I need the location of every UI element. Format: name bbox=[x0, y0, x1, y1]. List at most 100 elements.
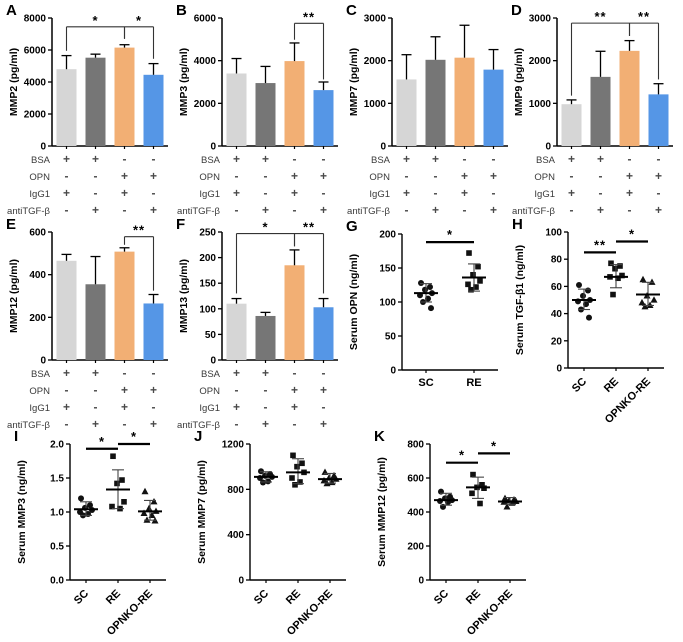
data-point bbox=[615, 275, 621, 282]
bar bbox=[255, 315, 276, 360]
sig-star: * bbox=[262, 220, 268, 235]
y-axis-label: MMP12 (pg/ml) bbox=[8, 259, 20, 333]
y-tick-label: 200 bbox=[29, 313, 46, 324]
data-point bbox=[470, 272, 476, 278]
condition-sign: + bbox=[568, 186, 575, 200]
condition-sign: + bbox=[63, 186, 70, 200]
panel-label-J: J bbox=[194, 428, 203, 445]
condition-sign: - bbox=[152, 366, 156, 380]
data-point bbox=[114, 480, 120, 487]
condition-sign: + bbox=[63, 366, 70, 380]
y-tick-label: 2.0 bbox=[50, 440, 64, 451]
y-axis-label: MMP13 (pg/ml) bbox=[178, 259, 190, 333]
y-tick-label: 2000 bbox=[364, 56, 387, 67]
condition-sign: - bbox=[264, 383, 268, 397]
sig-star: ** bbox=[594, 9, 606, 24]
y-tick-label: 0 bbox=[210, 142, 216, 153]
condition-sign: + bbox=[291, 186, 298, 200]
condition-sign: - bbox=[264, 169, 268, 183]
data-point bbox=[473, 284, 479, 290]
x-tick-label: SC bbox=[432, 588, 451, 607]
condition-sign: - bbox=[463, 152, 467, 166]
x-tick-label: SC bbox=[570, 376, 589, 395]
y-tick-label: 600 bbox=[29, 228, 46, 239]
sig-star: ** bbox=[594, 237, 606, 252]
data-point bbox=[422, 286, 428, 293]
y-tick-label: 2000 bbox=[24, 110, 47, 121]
data-point bbox=[612, 265, 618, 272]
condition-sign: - bbox=[123, 203, 127, 217]
condition-sign: + bbox=[262, 366, 269, 380]
condition-sign: + bbox=[291, 383, 298, 397]
data-point bbox=[150, 498, 158, 505]
bar bbox=[56, 69, 77, 146]
condition-label: IgG1 bbox=[369, 189, 390, 200]
y-tick-label: 40 bbox=[551, 309, 563, 320]
y-axis-label: Serum MMP7 (pg/ml) bbox=[196, 460, 208, 564]
condition-sign: - bbox=[94, 186, 98, 200]
condition-sign: - bbox=[94, 169, 98, 183]
y-tick-label: 100 bbox=[379, 298, 396, 309]
data-point bbox=[650, 296, 658, 303]
sig-star: * bbox=[447, 227, 453, 242]
condition-sign: - bbox=[570, 203, 574, 217]
x-tick-label: RE bbox=[464, 588, 483, 607]
y-tick-label: 4000 bbox=[24, 78, 47, 89]
y-tick-label: 0 bbox=[545, 142, 551, 153]
condition-sign: + bbox=[92, 417, 99, 431]
condition-sign: - bbox=[94, 400, 98, 414]
sig-star: * bbox=[459, 448, 465, 463]
data-point bbox=[608, 260, 614, 267]
y-tick-label: 1000 bbox=[364, 99, 387, 110]
condition-sign: - bbox=[293, 366, 297, 380]
y-tick-label: 150 bbox=[199, 279, 216, 290]
condition-sign: + bbox=[92, 366, 99, 380]
data-point bbox=[477, 278, 483, 284]
y-tick-label: 100 bbox=[545, 228, 562, 239]
data-point bbox=[646, 301, 654, 309]
sig-star: * bbox=[131, 429, 137, 444]
y-tick-label: 250 bbox=[199, 228, 216, 239]
data-point bbox=[610, 291, 616, 298]
condition-sign: - bbox=[293, 417, 297, 431]
y-axis-label: MMP2 (pg/ml) bbox=[8, 48, 20, 116]
condition-sign: + bbox=[432, 152, 439, 166]
data-point bbox=[320, 477, 328, 484]
panel-label-B: B bbox=[176, 2, 187, 19]
y-tick-label: 200 bbox=[379, 230, 396, 241]
condition-sign: + bbox=[655, 169, 662, 183]
data-point bbox=[641, 303, 649, 310]
panel-I: I 0.0 0.5 1.0 1.5 2.0 Serum MMP3 (ng/ml) SC RE O… bbox=[14, 428, 186, 642]
y-tick-label: 0 bbox=[390, 366, 396, 377]
condition-sign: + bbox=[291, 169, 298, 183]
condition-sign: + bbox=[233, 366, 240, 380]
data-point bbox=[141, 487, 149, 495]
data-point bbox=[576, 282, 582, 289]
condition-sign: - bbox=[434, 169, 438, 183]
condition-sign: + bbox=[150, 417, 157, 431]
condition-label: OPN bbox=[29, 386, 50, 397]
data-point bbox=[586, 314, 592, 321]
bar bbox=[648, 94, 669, 146]
bar bbox=[313, 307, 334, 360]
data-point bbox=[418, 279, 424, 286]
y-tick-label: 0.5 bbox=[50, 542, 64, 553]
data-point bbox=[468, 286, 474, 293]
sig-star: * bbox=[99, 434, 105, 449]
y-tick-label: 2000 bbox=[529, 56, 552, 67]
y-tick-label: 0.0 bbox=[50, 576, 64, 587]
data-point bbox=[78, 495, 84, 502]
condition-sign: - bbox=[94, 383, 98, 397]
condition-sign: + bbox=[92, 152, 99, 166]
condition-sign: - bbox=[322, 400, 326, 414]
y-tick-label: 1000 bbox=[529, 99, 552, 110]
condition-sign: - bbox=[405, 203, 409, 217]
condition-sign: - bbox=[65, 203, 69, 217]
data-point bbox=[465, 281, 471, 288]
y-tick-label: 0 bbox=[210, 356, 216, 367]
sig-star: * bbox=[136, 13, 142, 28]
condition-label: IgG1 bbox=[199, 403, 220, 414]
